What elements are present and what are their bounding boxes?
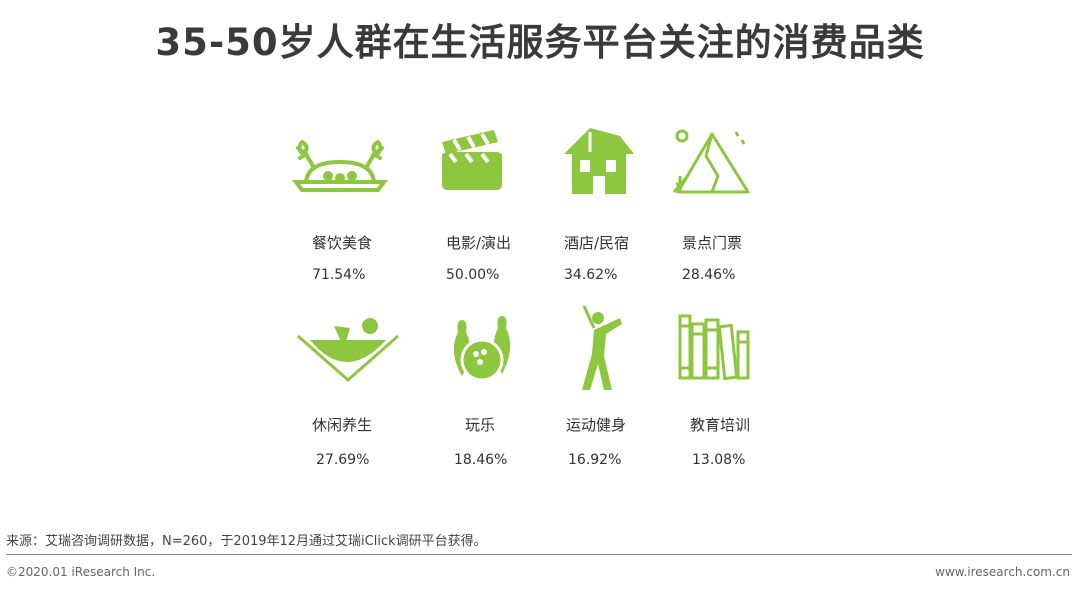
category-percentage: 71.54% (312, 267, 366, 283)
page-title: 35-50岁人群在生活服务平台关注的消费品类 (155, 21, 925, 64)
category-label: 酒店/民宿 (564, 234, 630, 252)
books-icon (676, 312, 756, 380)
crab-plate-icon (292, 132, 388, 198)
hammock-reader-icon (296, 314, 400, 382)
category-percentage: 50.00% (446, 267, 500, 283)
source-note: 来源：艾瑞咨询调研数据，N=260，于2019年12月通过艾瑞iClick调研平… (6, 534, 487, 549)
category-percentage: 13.08% (692, 452, 746, 468)
category-percentage: 34.62% (564, 267, 618, 283)
category-percentage: 16.92% (568, 452, 622, 468)
category-label: 运动健身 (566, 416, 627, 434)
category-label: 景点门票 (682, 234, 743, 252)
clapperboard-icon (440, 128, 504, 192)
category-percentage: 28.46% (682, 267, 736, 283)
website-link[interactable]: www.iresearch.com.cn (935, 565, 1070, 579)
category-label: 教育培训 (690, 416, 751, 434)
golfer-icon (572, 304, 628, 392)
bowling-icon (446, 312, 526, 384)
category-label: 电影/演出 (446, 234, 512, 252)
footer-divider (6, 554, 1072, 555)
category-label: 餐饮美食 (312, 234, 373, 252)
mountain-icon (672, 126, 752, 196)
category-label: 玩乐 (465, 416, 496, 434)
category-percentage: 18.46% (454, 452, 508, 468)
copyright: ©2020.01 iResearch Inc. (6, 565, 156, 579)
category-label: 休闲养生 (312, 416, 373, 434)
category-percentage: 27.69% (316, 452, 370, 468)
house-icon (560, 124, 636, 196)
